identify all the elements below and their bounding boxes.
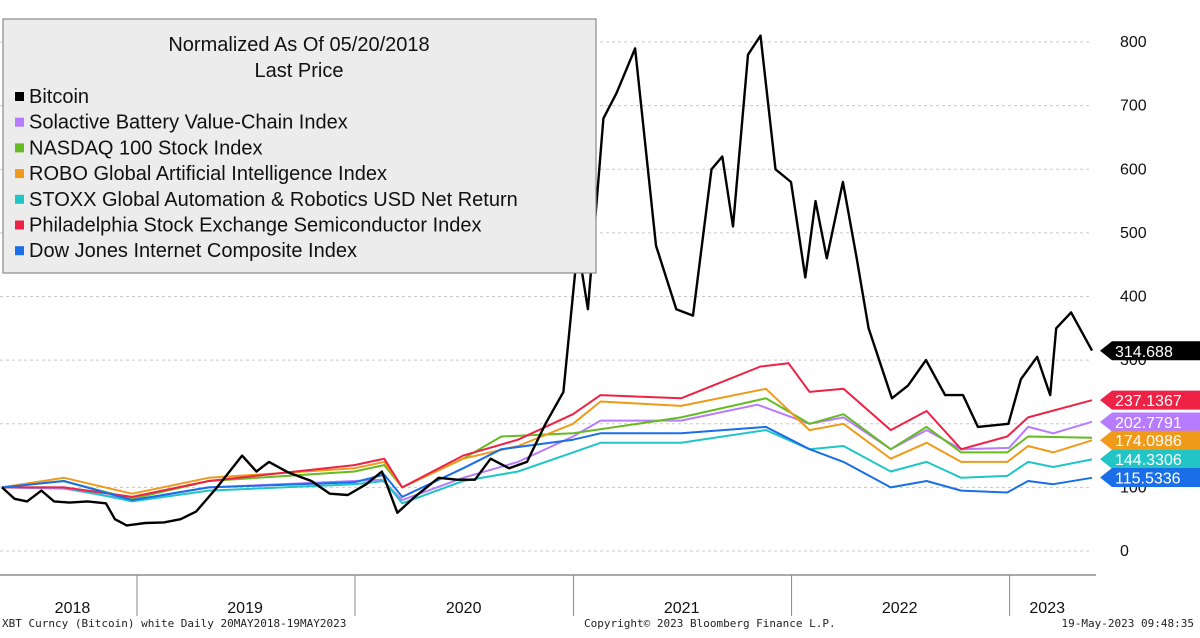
last-value-label: 237.1367 bbox=[1115, 393, 1182, 410]
legend-label: Dow Jones Internet Composite Index bbox=[29, 240, 357, 262]
legend-label: Philadelphia Stock Exchange Semiconducto… bbox=[29, 215, 482, 237]
series-line-5 bbox=[2, 429, 1093, 505]
legend-box bbox=[2, 18, 597, 274]
y-tick-label: 700 bbox=[1120, 98, 1147, 115]
last-value-tag bbox=[1100, 390, 1200, 410]
last-value-label: 314.688 bbox=[1115, 344, 1173, 361]
legend-label: Solactive Battery Value-Chain Index bbox=[29, 112, 348, 134]
legend-label: ROBO Global Artificial Intelligence Inde… bbox=[29, 163, 387, 185]
legend-swatch bbox=[15, 143, 24, 153]
x-tick-label: 2018 bbox=[55, 600, 91, 617]
series-layer bbox=[1, 34, 1094, 527]
series-line-3 bbox=[1, 397, 1093, 500]
footer-left: XBT Curncy (Bitcoin) white Daily 20MAY20… bbox=[2, 617, 347, 630]
footer-copyright: Copyright© 2023 Bloomberg Finance L.P. bbox=[584, 617, 836, 630]
last-value-label: 115.5336 bbox=[1115, 470, 1181, 487]
x-tick-label: 2022 bbox=[882, 600, 918, 617]
y-tick-label: 500 bbox=[1120, 225, 1147, 242]
legend-label: NASDAQ 100 Stock Index bbox=[29, 137, 262, 159]
y-tick-label: 400 bbox=[1120, 289, 1147, 306]
series-line-7 bbox=[1, 425, 1093, 502]
legend: Normalized As Of 05/20/2018 Last Price Bit… bbox=[2, 18, 597, 274]
legend-swatch bbox=[15, 246, 24, 256]
x-tick-label: 2019 bbox=[227, 600, 263, 617]
chart-title: Normalized As Of 05/20/2018 bbox=[168, 34, 429, 56]
last-value-label: 144.3306 bbox=[1115, 452, 1182, 469]
last-value-tag bbox=[1100, 449, 1200, 469]
x-tick-label: 2021 bbox=[664, 600, 700, 617]
legend-swatch bbox=[15, 194, 24, 204]
y-tick-label: 800 bbox=[1120, 34, 1147, 51]
last-value-tag bbox=[1100, 430, 1200, 450]
legend-label: STOXX Global Automation & Robotics USD N… bbox=[29, 189, 518, 211]
legend-label: Bitcoin bbox=[29, 86, 89, 108]
legend-swatch bbox=[15, 117, 24, 127]
last-value-label: 174.0986 bbox=[1115, 433, 1182, 450]
y-tick-label: 600 bbox=[1120, 161, 1147, 178]
x-tick-label: 2020 bbox=[446, 600, 482, 617]
series-line-6 bbox=[2, 362, 1093, 498]
last-value-tag bbox=[1100, 412, 1200, 432]
series-line-1 bbox=[1, 34, 1094, 527]
footer-timestamp: 19-May-2023 09:48:35 bbox=[1061, 617, 1194, 630]
chart-subtitle: Last Price bbox=[255, 60, 344, 82]
last-value-tag bbox=[1100, 341, 1200, 361]
last-value-label: 202.7791 bbox=[1115, 415, 1182, 432]
last-value-tag bbox=[1100, 467, 1200, 487]
x-tick-label: 2023 bbox=[1029, 600, 1065, 617]
legend-swatch bbox=[15, 92, 24, 101]
legend-swatch bbox=[15, 169, 24, 179]
axis-layer: 0100200300400500600700800201820192020202… bbox=[0, 34, 1200, 617]
y-tick-label: 0 bbox=[1120, 543, 1129, 560]
legend-swatch bbox=[15, 220, 24, 230]
